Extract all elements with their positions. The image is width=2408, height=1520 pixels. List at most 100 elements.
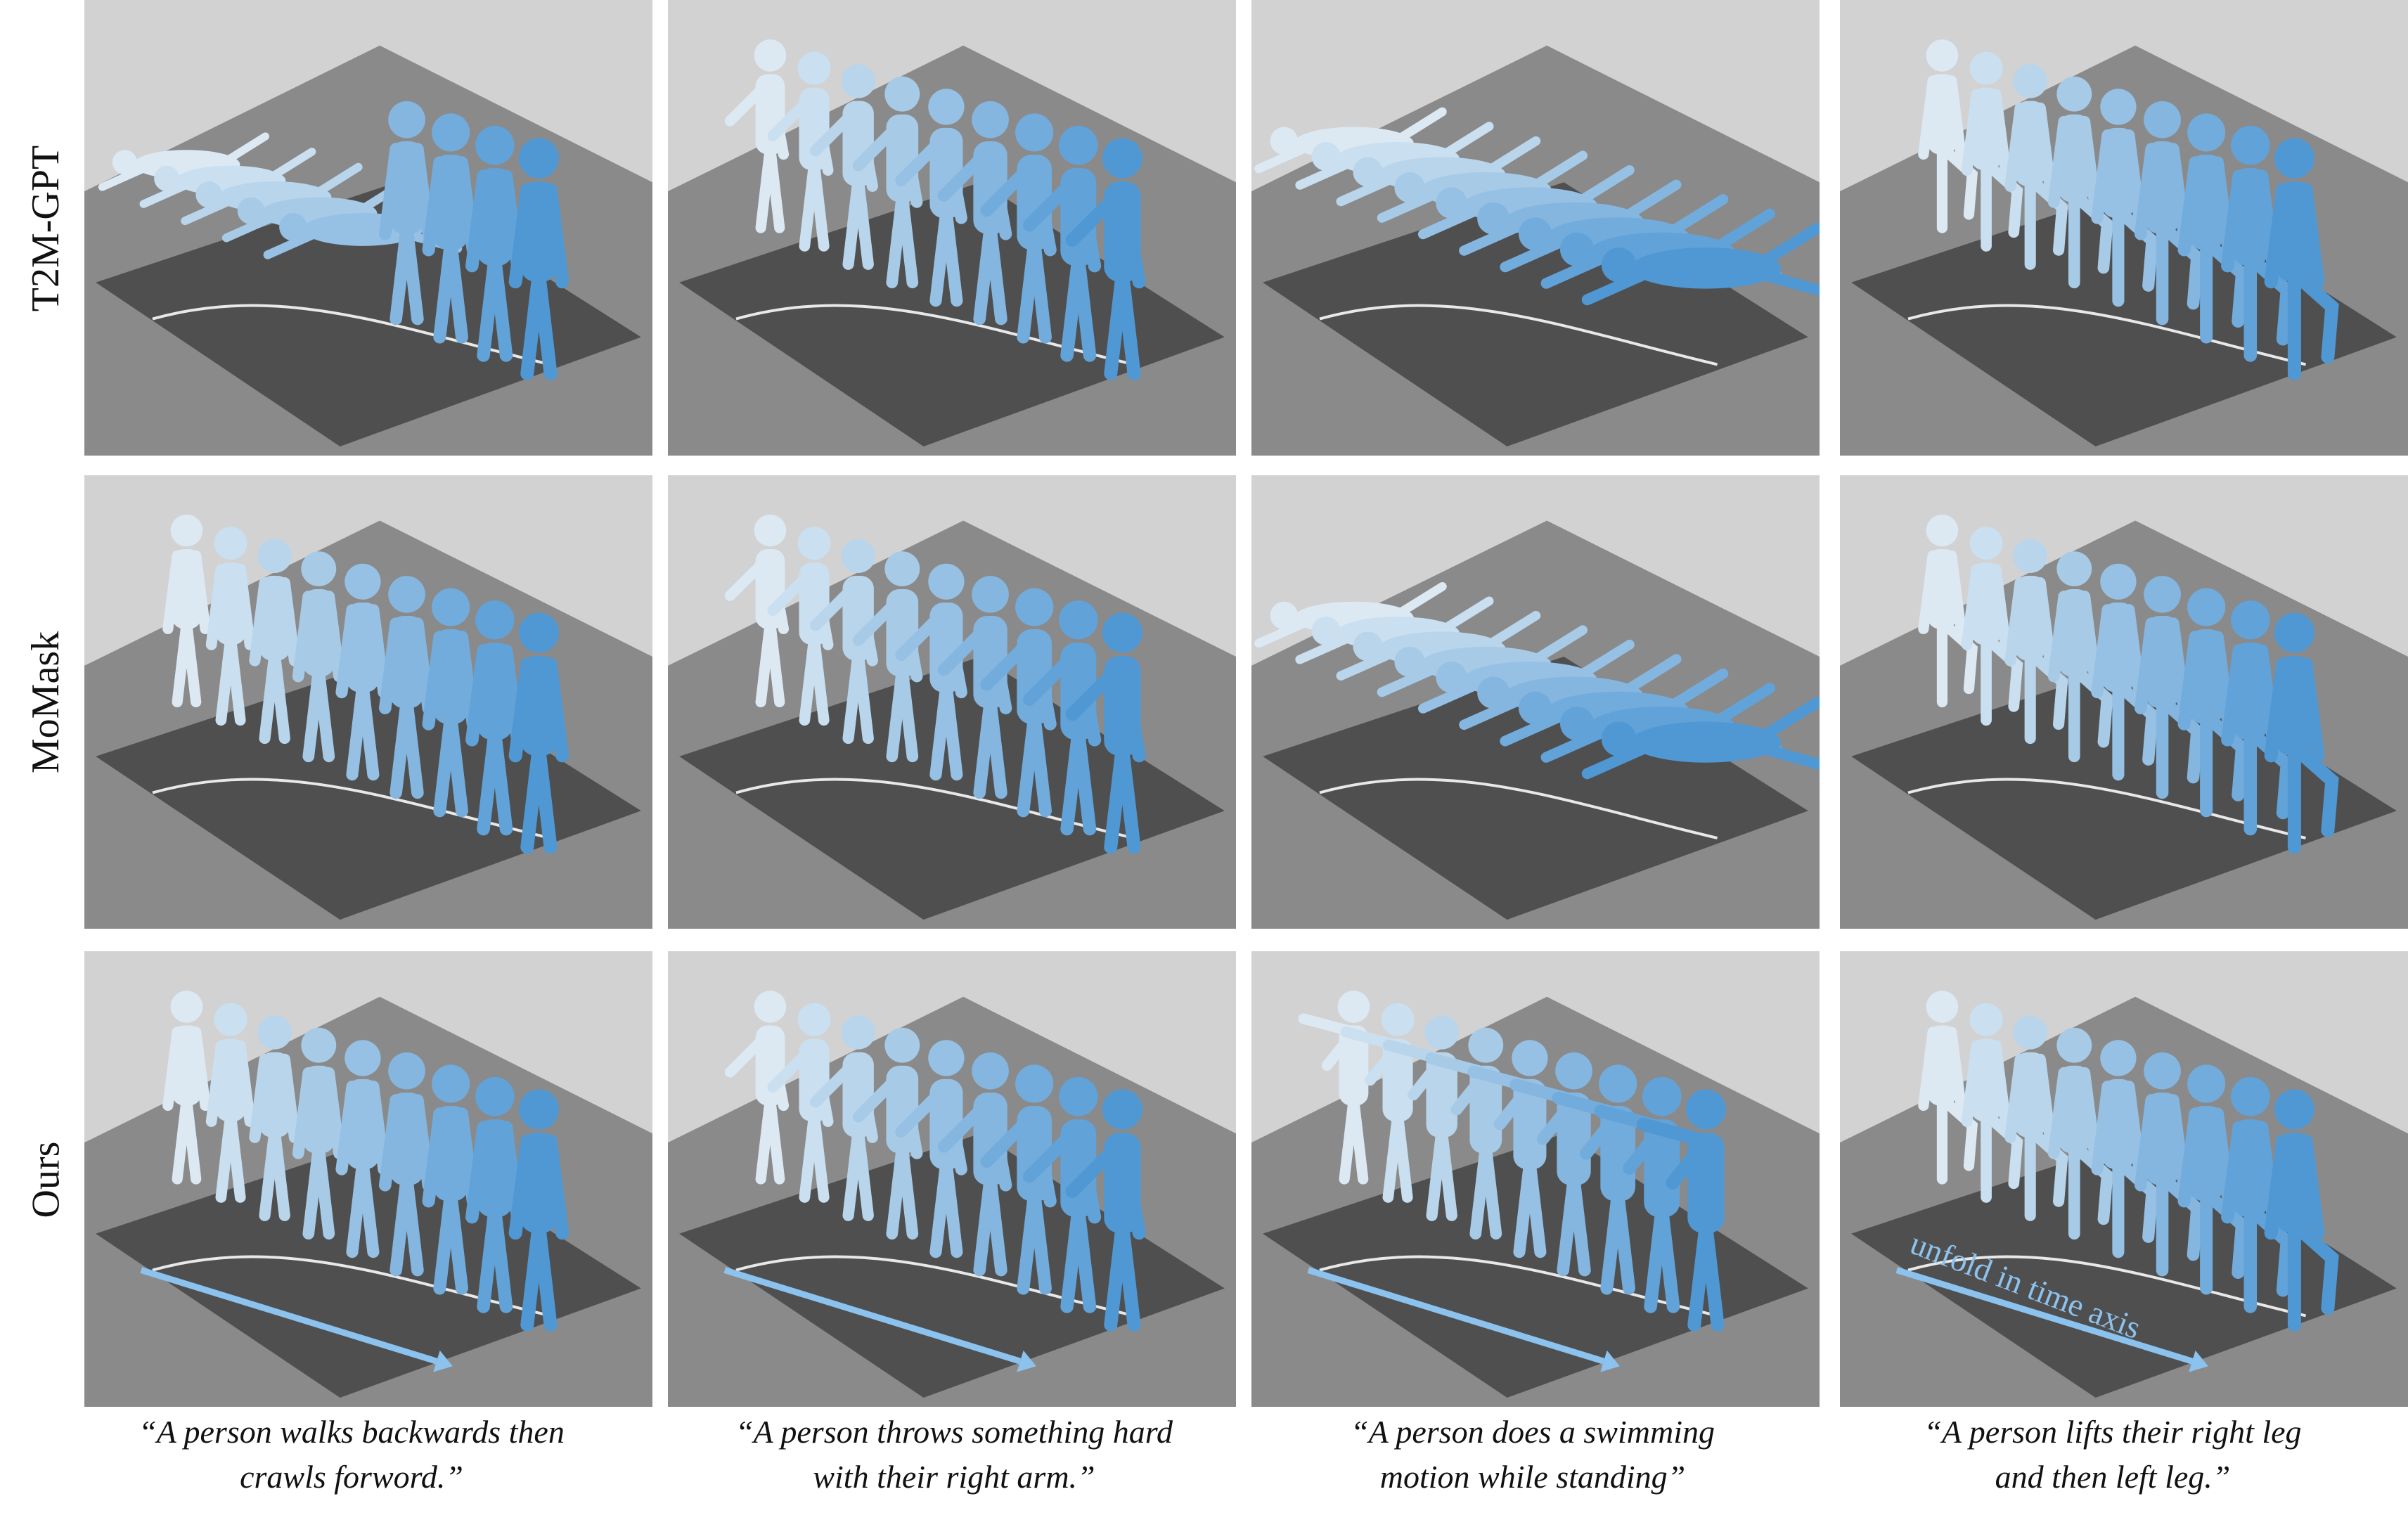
caption-line: and then left leg.” [1995, 1459, 2231, 1495]
human-figure [422, 1064, 479, 1295]
human-figure [1298, 991, 1370, 1185]
human-figure [937, 576, 1012, 799]
human-figure [1023, 125, 1102, 362]
human-figure [810, 64, 878, 270]
row-label-t2m-gpt: T2M-GPT [14, 0, 77, 457]
human-figure [724, 514, 790, 708]
human-figure [162, 514, 211, 708]
human-figure [1918, 991, 1978, 1185]
human-figure [2177, 588, 2249, 818]
human-figure [249, 539, 301, 745]
time-arrow [1307, 1267, 1605, 1365]
panel-ours-throw [668, 951, 1236, 1407]
human-figure [1918, 514, 1978, 708]
human-figure [1961, 1003, 2023, 1203]
caption-line: “A person lifts their right leg [1924, 1414, 2302, 1450]
panel-t2m-gpt-throw [668, 0, 1236, 456]
human-figure [292, 1027, 345, 1240]
time-arrow-head [2189, 1350, 2208, 1372]
human-figure [422, 588, 479, 818]
panel-momask-throw [668, 475, 1236, 929]
row-label-text: T2M-GPT [24, 145, 68, 312]
caption-lift-legs: “A person lifts their right leg and then… [1824, 1410, 2401, 1500]
row-label-text: Ours [24, 1141, 68, 1218]
human-figure [852, 76, 923, 289]
motion-mat [96, 182, 641, 447]
human-figure [1961, 527, 2023, 726]
motion-mat [679, 1133, 1225, 1398]
caption-line: “A person walks backwards then [139, 1414, 565, 1450]
motion-mat [96, 657, 641, 920]
caption-line: crawls forword.” [240, 1459, 463, 1495]
time-arrow [723, 1267, 1022, 1365]
human-figure [1509, 1052, 1592, 1277]
human-figure [422, 113, 479, 344]
human-figure [1581, 223, 1820, 306]
human-figure [205, 527, 256, 726]
human-figure [2091, 563, 2158, 781]
human-figure [2004, 64, 2068, 270]
motion-mat [679, 657, 1225, 920]
panel-ours-swimming [1251, 951, 1820, 1407]
time-arrow [140, 1267, 438, 1365]
time-arrow-head [1600, 1350, 1620, 1372]
human-figure [1961, 51, 2023, 252]
row-label-text: MoMask [24, 631, 68, 773]
human-figure [1918, 39, 1978, 233]
human-figure [767, 51, 834, 252]
human-figure [2134, 576, 2204, 799]
human-figure [249, 1015, 301, 1221]
human-figure [810, 539, 878, 745]
caption-line: with their right arm.” [813, 1459, 1095, 1495]
human-figure [852, 551, 923, 763]
panel-momask-swimming [1251, 475, 1820, 929]
human-figure [2047, 551, 2113, 763]
human-figure [1023, 600, 1102, 836]
human-figure [724, 991, 790, 1185]
trajectory-line [1319, 778, 1718, 839]
human-figure [2177, 1064, 2249, 1295]
human-figure [980, 1064, 1057, 1295]
human-figure [378, 1052, 435, 1277]
motion-mat [96, 1133, 641, 1398]
motion-mat [679, 182, 1225, 447]
human-figure [2091, 1040, 2158, 1258]
caption-throw: “A person throws something hard with the… [666, 1410, 1242, 1500]
trajectory-line [1907, 778, 2307, 839]
motion-mat [1263, 657, 1808, 920]
caption-walk-crawl: “A person walks backwards then crawls fo… [63, 1410, 640, 1500]
panel-momask-lift-legs [1840, 475, 2408, 929]
caption-line: motion while standing” [1379, 1459, 1686, 1495]
human-figure [465, 125, 524, 362]
human-figure [2091, 89, 2158, 307]
human-figure [2047, 1027, 2113, 1240]
human-figure [162, 991, 211, 1185]
panel-ours-lift-legs: unfold in time axis [1840, 951, 2408, 1407]
human-figure [1065, 1089, 1146, 1332]
panel-momask-walk-crawl [84, 475, 652, 929]
row-label-momask: MoMask [14, 475, 77, 929]
human-figure [508, 612, 569, 854]
human-figure [508, 138, 569, 380]
caption-swimming: “A person does a swimming motion while s… [1244, 1410, 1821, 1500]
human-figure [810, 1015, 878, 1221]
human-figure [852, 1027, 923, 1240]
human-figure [2264, 612, 2339, 854]
human-figure [1254, 581, 1453, 648]
human-figure [895, 1040, 967, 1258]
trajectory-line [1907, 1255, 2307, 1318]
human-figure [1065, 612, 1146, 854]
panel-t2m-gpt-lift-legs [1840, 0, 2408, 456]
human-figure [378, 101, 435, 326]
trajectory-line [1319, 304, 1718, 366]
trajectory-line [1907, 304, 2307, 366]
motion-mat [1263, 1133, 1808, 1398]
human-figure [2004, 1015, 2068, 1221]
human-figure [2004, 539, 2068, 745]
time-arrow [1895, 1267, 2194, 1365]
human-figure [937, 101, 1012, 326]
human-figure [2264, 138, 2339, 380]
human-figure [1581, 697, 1820, 780]
motion-mat [1263, 182, 1808, 447]
time-arrow-head [433, 1350, 453, 1372]
